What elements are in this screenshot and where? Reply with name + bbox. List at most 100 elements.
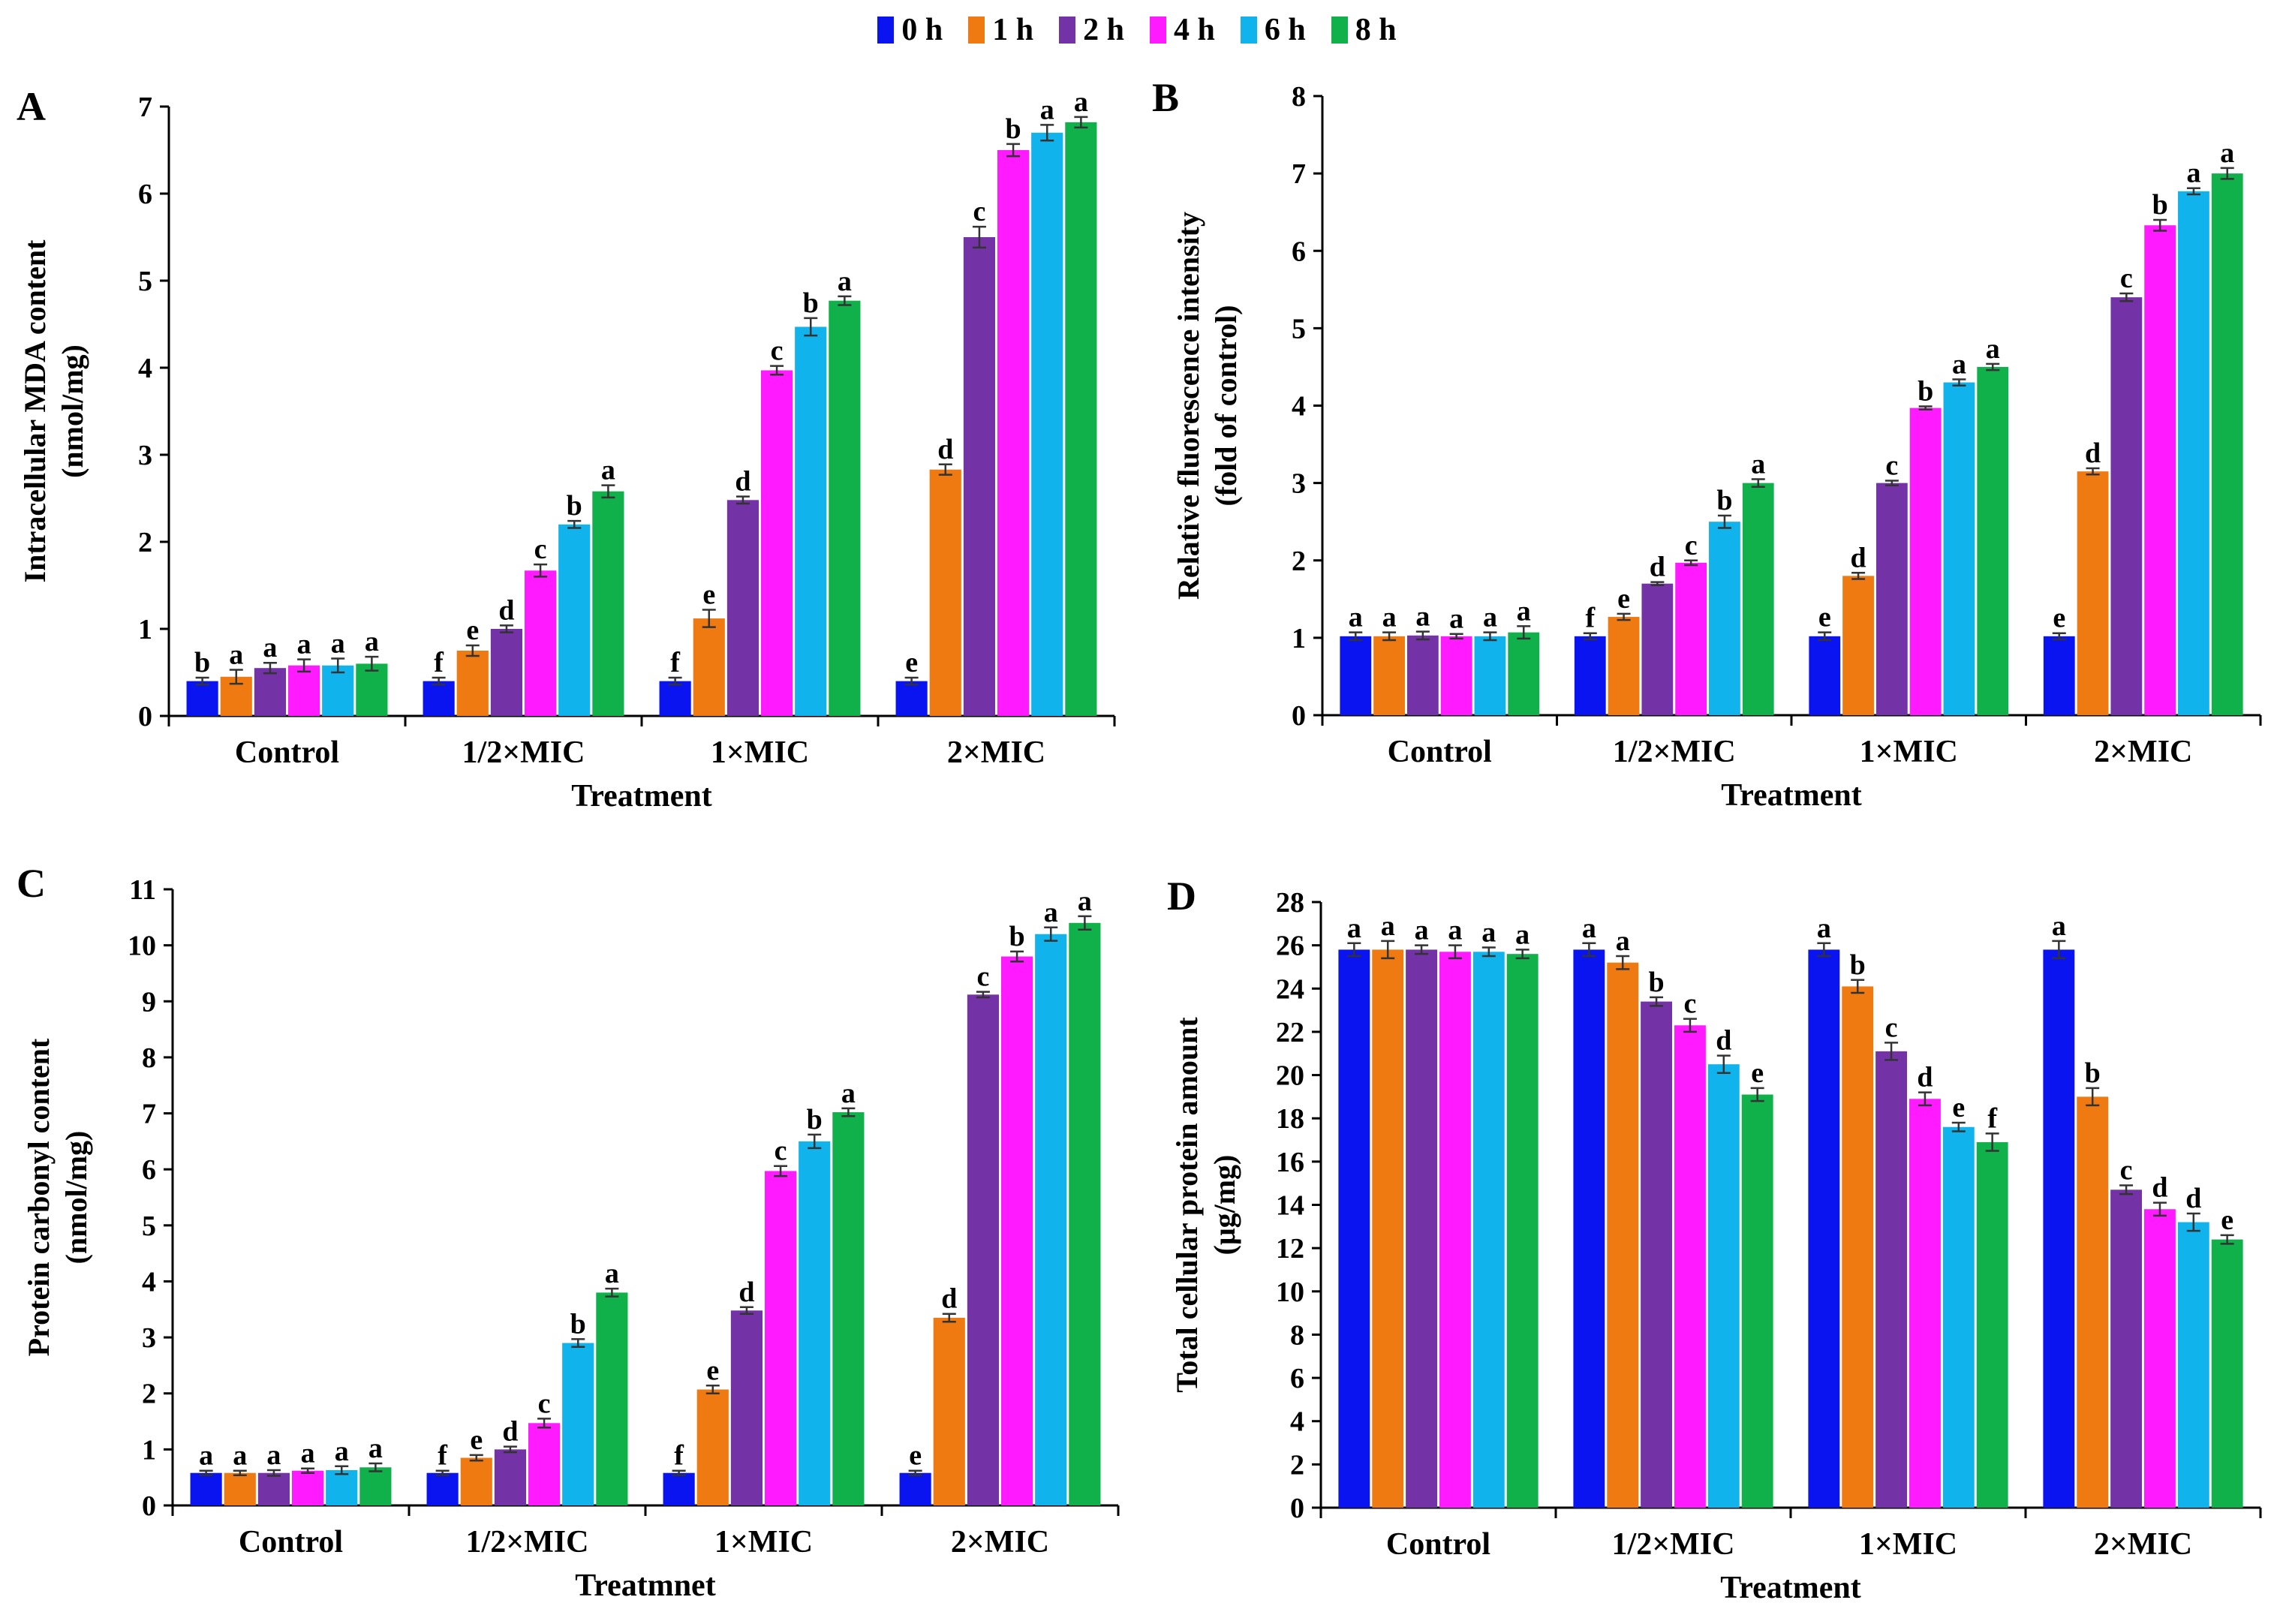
significance-letter: a bbox=[1517, 595, 1531, 627]
significance-letter: d bbox=[937, 434, 953, 465]
y-tick-label: 11 bbox=[129, 874, 156, 906]
significance-letter: a bbox=[2052, 910, 2066, 942]
bar bbox=[1641, 1001, 1672, 1508]
bar bbox=[663, 1472, 695, 1505]
bar bbox=[1977, 366, 2009, 715]
significance-letter: d bbox=[498, 594, 514, 626]
y-tick-label: 18 bbox=[1276, 1103, 1304, 1135]
bar bbox=[963, 237, 995, 716]
y-tick-label: 2 bbox=[1290, 1449, 1304, 1481]
x-tick-label: 2×MIC bbox=[2094, 735, 2192, 769]
significance-letter: a bbox=[1078, 886, 1092, 917]
significance-letter: c bbox=[1885, 1012, 1898, 1043]
bar bbox=[1942, 1126, 1975, 1508]
bar bbox=[1875, 483, 1908, 715]
significance-letter: a bbox=[301, 1438, 315, 1469]
y-tick-label: 1 bbox=[142, 1434, 156, 1466]
y-axis-title-unit: (nmol/mg) bbox=[59, 1131, 93, 1265]
chart-svg: A 0 1 2 3 4 5 6 7 Control 1/2×MIC 1×MIC 2×MIC Treatme… bbox=[17, 84, 1116, 814]
legend-swatch-8h bbox=[1331, 17, 1348, 44]
bar bbox=[2110, 1189, 2142, 1508]
significance-letter: e bbox=[1818, 602, 1831, 633]
y-tick-label: 22 bbox=[1276, 1017, 1304, 1048]
significance-letter: b bbox=[807, 1104, 823, 1135]
y-tick-label: 10 bbox=[1276, 1277, 1304, 1308]
panel-label: B bbox=[1152, 75, 1179, 120]
significance-letter: a bbox=[335, 1436, 349, 1467]
bar bbox=[765, 1171, 797, 1505]
chart-panel-b: B 0 1 2 3 4 5 6 7 8 Control 1/2×MIC 1×MIC 2×MIC Treatm… bbox=[1137, 75, 2274, 826]
significance-letter: e bbox=[470, 1424, 483, 1456]
y-tick-label: 14 bbox=[1276, 1190, 1304, 1222]
significance-letter: a bbox=[368, 1433, 383, 1464]
significance-letter: d bbox=[502, 1416, 518, 1448]
x-axis-title: Treatmnet bbox=[575, 1568, 715, 1603]
significance-letter: a bbox=[601, 455, 615, 486]
significance-letter: e bbox=[706, 1355, 719, 1386]
significance-letter: a bbox=[229, 639, 243, 671]
significance-letter: c bbox=[534, 534, 547, 565]
x-tick-label: 1×MIC bbox=[711, 735, 809, 770]
y-tick-label: 0 bbox=[1292, 700, 1306, 732]
y-tick-label: 0 bbox=[1290, 1493, 1304, 1524]
significance-letter: a bbox=[1347, 913, 1361, 944]
significance-letter: c bbox=[538, 1388, 551, 1419]
significance-letter: a bbox=[1952, 348, 1966, 380]
y-tick-label: 7 bbox=[138, 92, 152, 123]
legend-swatch-4h bbox=[1150, 17, 1166, 44]
significance-letter: a bbox=[266, 1439, 281, 1471]
bar bbox=[2211, 1239, 2243, 1508]
y-tick-label: 0 bbox=[138, 701, 152, 732]
significance-letter: c bbox=[2120, 263, 2133, 294]
bar bbox=[1909, 408, 1942, 715]
y-axis-title: Protein carbonyl content bbox=[22, 1038, 56, 1356]
bar bbox=[929, 469, 961, 716]
significance-letter: e bbox=[1617, 583, 1630, 615]
y-axis-title: Intracellular MDA content bbox=[18, 239, 52, 583]
x-tick-label: 1×MIC bbox=[1860, 735, 1958, 769]
bar bbox=[525, 570, 557, 716]
y-tick-label: 28 bbox=[1276, 887, 1304, 919]
x-tick-label: 1/2×MIC bbox=[466, 1525, 589, 1559]
x-tick-label: Control bbox=[1386, 1527, 1490, 1562]
y-tick-label: 6 bbox=[142, 1154, 156, 1186]
chart-panel-c: C 0 1 2 3 4 5 6 7 8 9 10 11 Control 1/2×MIC 1×MIC 2×MIC T… bbox=[0, 856, 1137, 1624]
bar bbox=[490, 629, 522, 716]
bar bbox=[799, 1141, 831, 1505]
legend-label-0h: 0 h bbox=[901, 13, 943, 47]
significance-letter: b bbox=[1918, 376, 1933, 408]
significance-letter: d bbox=[2152, 1172, 2167, 1204]
x-tick-label: Control bbox=[235, 735, 339, 770]
bar bbox=[460, 1457, 492, 1505]
legend-item-8h: 8 h bbox=[1331, 12, 1397, 48]
legend-item-1h: 1 h bbox=[968, 12, 1033, 48]
bar bbox=[1373, 636, 1405, 715]
significance-letter: b bbox=[1850, 949, 1866, 981]
bar bbox=[899, 1472, 931, 1505]
legend-item-4h: 4 h bbox=[1150, 12, 1215, 48]
bar bbox=[2144, 1209, 2176, 1508]
significance-letter: a bbox=[1381, 910, 1395, 942]
x-axis-title: Treatment bbox=[1721, 778, 1861, 813]
bar bbox=[1508, 632, 1540, 715]
y-tick-label: 24 bbox=[1276, 973, 1304, 1005]
bar bbox=[997, 150, 1030, 716]
significance-letter: c bbox=[775, 1135, 787, 1167]
significance-letter: a bbox=[1481, 917, 1496, 949]
bar bbox=[359, 1467, 392, 1505]
significance-letter: a bbox=[1986, 333, 2000, 365]
bar bbox=[456, 651, 489, 716]
bar bbox=[292, 1470, 324, 1505]
bar bbox=[326, 1469, 358, 1505]
bar bbox=[1406, 635, 1439, 715]
x-tick-label: Control bbox=[1388, 735, 1492, 769]
significance-letter: b bbox=[2085, 1057, 2101, 1089]
significance-letter: b bbox=[194, 647, 210, 678]
significance-letter: b bbox=[1006, 113, 1021, 145]
significance-letter: c bbox=[973, 196, 985, 227]
legend-label-2h: 2 h bbox=[1083, 13, 1124, 47]
significance-letter: b bbox=[1009, 921, 1025, 952]
y-tick-label: 5 bbox=[138, 266, 152, 297]
x-tick-label: 2×MIC bbox=[2094, 1527, 2192, 1562]
bar bbox=[933, 1317, 965, 1505]
